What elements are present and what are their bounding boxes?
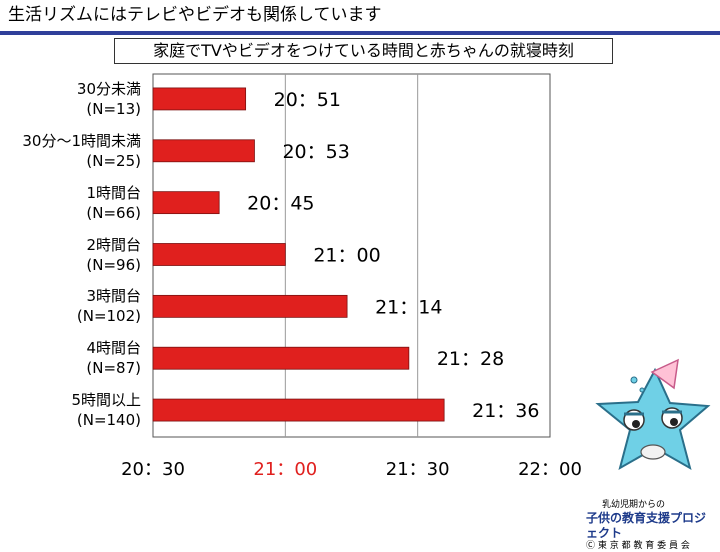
x-tick-label: 21：00 (253, 459, 317, 480)
category-sample-size: (N=25) (86, 151, 141, 170)
category-name: 2時間台 (86, 235, 141, 254)
category-name: 5時間以上 (71, 391, 141, 410)
party-hat (650, 358, 679, 390)
category-name: 1時間台 (86, 183, 141, 202)
logo-subtitle: 乳幼児期からの (602, 500, 666, 510)
category-name: 3時間台 (86, 287, 141, 306)
bar (152, 87, 247, 111)
bar (152, 191, 220, 215)
bar-chart: 20：30 21：00 21：30 22：00 20：51 20：53 20：45 21：00… (121, 73, 582, 480)
header-divider (0, 31, 720, 35)
page-title: 生活リズムにはテレビやビデオも関係しています (8, 5, 382, 25)
bar-value-label: 21：14 (375, 296, 442, 318)
bar (152, 243, 286, 266)
category-name: 30分〜1時間未満 (22, 131, 141, 150)
bar (152, 139, 255, 163)
bar-value-label: 21：00 (313, 245, 380, 267)
category-label: 30分〜1時間未満 (N=25) (22, 131, 141, 171)
bar (152, 294, 348, 318)
category-sample-size: (N=140) (76, 411, 141, 430)
x-tick-label: 21：30 (386, 459, 450, 480)
bar (152, 398, 445, 422)
category-sample-size: (N=102) (76, 307, 141, 326)
category-sample-size: (N=96) (86, 255, 141, 274)
category-name: 30分未満 (76, 79, 141, 98)
category-label: 30分未満 (N=13) (77, 79, 141, 119)
bar-value-label: 21：28 (437, 348, 504, 370)
star-mascot-illustration (595, 358, 711, 471)
category-label: 1時間台 (N=66) (86, 183, 141, 223)
x-tick-label: 22：00 (518, 459, 582, 480)
bar-value-label: 20：53 (282, 141, 349, 163)
chart-title: 家庭でTVやビデオをつけている時間と赤ちゃんの就寝時刻 (114, 38, 613, 64)
project-logo: 乳幼児期からの 子供の教育支援プロジェクト Ⓒ 東 京 都 教 育 委 員 会 (586, 500, 716, 551)
category-label: 2時間台 (N=96) (86, 235, 141, 275)
logo-credit: Ⓒ 東 京 都 教 育 委 員 会 (586, 541, 690, 551)
logo-title: 子供の教育支援プロジェクト (586, 511, 707, 540)
category-sample-size: (N=13) (86, 99, 141, 118)
category-label: 3時間台 (N=102) (77, 286, 141, 326)
category-label: 5時間以上 (N=140) (71, 390, 141, 430)
category-sample-size: (N=66) (86, 203, 141, 222)
bar (152, 346, 410, 370)
bar-value-label: 20：45 (247, 193, 314, 215)
bar-value-label: 21：36 (472, 400, 539, 422)
category-label: 4時間台 (N=87) (86, 338, 141, 378)
category-sample-size: (N=87) (86, 359, 141, 378)
x-tick-label: 20：30 (121, 459, 185, 480)
category-name: 4時間台 (86, 339, 141, 358)
bar-value-label: 20：51 (274, 89, 341, 111)
